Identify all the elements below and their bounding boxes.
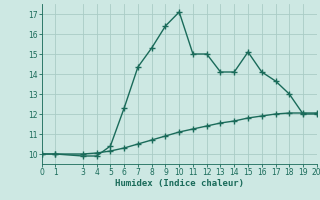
X-axis label: Humidex (Indice chaleur): Humidex (Indice chaleur) bbox=[115, 179, 244, 188]
